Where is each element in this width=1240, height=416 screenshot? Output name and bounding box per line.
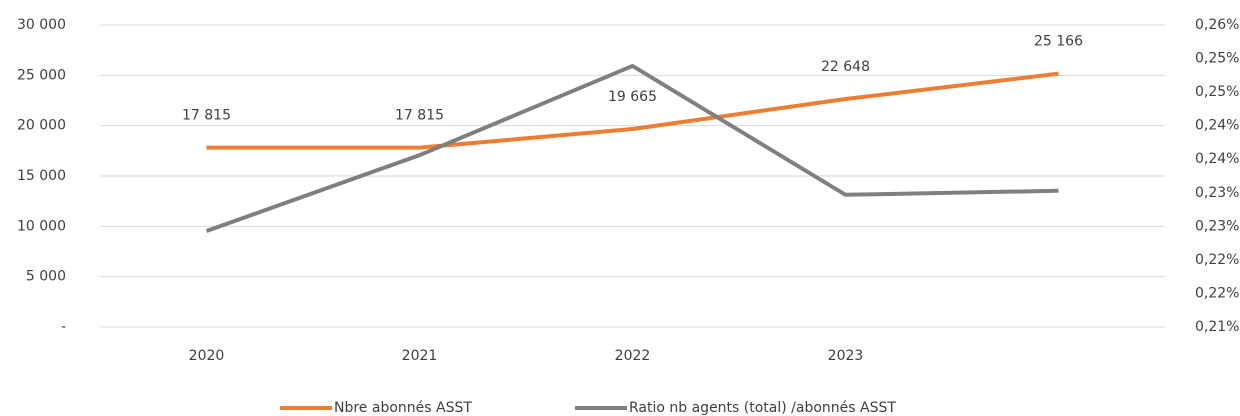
- y2-tick-label: 0,24%: [1195, 118, 1239, 134]
- y2-tick-label: 0,21%: [1195, 319, 1239, 335]
- data-label: 19 665: [608, 89, 657, 105]
- data-label: 17 815: [182, 108, 231, 124]
- data-label: 22 648: [821, 59, 870, 75]
- x-tick-label: 2022: [615, 348, 651, 364]
- legend-label: Ratio nb agents (total) /abonnés ASST: [629, 400, 896, 416]
- series-line: [206, 71, 1059, 150]
- x-tick-label: 2020: [189, 348, 225, 364]
- y-tick-label: 20 000: [17, 118, 66, 134]
- y-tick-label: 10 000: [17, 218, 66, 234]
- data-label: 17 815: [395, 108, 444, 124]
- y2-tick-label: 0,23%: [1195, 218, 1239, 234]
- y2-tick-label: 0,22%: [1195, 252, 1239, 268]
- legend-label: Nbre abonnés ASST: [334, 400, 472, 416]
- y2-tick-label: 0,26%: [1195, 17, 1239, 33]
- y-tick-label: 5 000: [26, 269, 66, 285]
- y2-tick-label: 0,22%: [1195, 285, 1239, 301]
- x-tick-label: 2021: [402, 348, 438, 364]
- y2-tick-label: 0,25%: [1195, 84, 1239, 100]
- y2-tick-label: 0,23%: [1195, 185, 1239, 201]
- y2-tick-label: 0,24%: [1195, 151, 1239, 167]
- y-tick-label: 15 000: [17, 168, 66, 184]
- y2-tick-label: 0,25%: [1195, 51, 1239, 67]
- y-tick-label: 30 000: [17, 17, 66, 33]
- data-label: 25 166: [1034, 34, 1083, 50]
- y-tick-label: 25 000: [17, 67, 66, 83]
- x-tick-label: 2023: [828, 348, 864, 364]
- series-line: [205, 63, 1059, 233]
- y-tick-label: -: [61, 319, 66, 335]
